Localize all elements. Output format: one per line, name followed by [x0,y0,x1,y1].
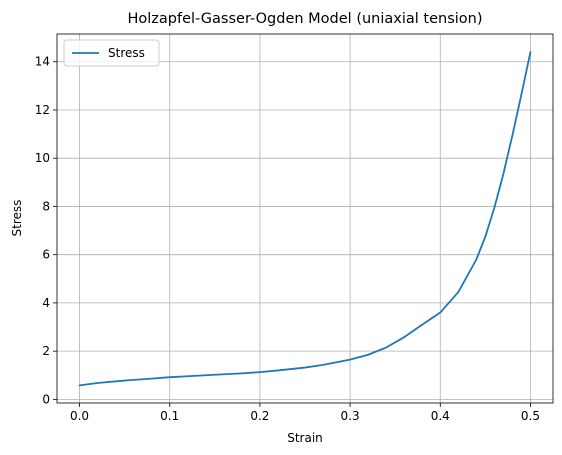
y-tick-label: 8 [42,199,50,213]
x-tick-label: 0.2 [250,409,269,423]
y-tick-label: 6 [42,248,50,262]
x-axis-label: Strain [287,431,323,445]
y-tick-label: 10 [35,151,50,165]
x-tick-label: 0.3 [341,409,360,423]
series-layer [78,51,532,387]
legend-box [63,39,160,67]
y-tick-label: 2 [42,344,50,358]
tick-marks: 0.0 0.1 0.2 0.3 0.4 0.5 0 2 4 6 8 10 12 14 [35,55,540,423]
chart-title: Holzapfel-Gasser-Ogden Model (uniaxial t… [127,11,482,27]
x-tick-label: 0.0 [70,409,89,423]
legend: Stress [63,39,160,67]
series-line-stress [78,51,532,387]
x-tick-label: 0.4 [431,409,450,423]
plot-frame [56,33,554,404]
y-tick-label: 14 [35,55,50,69]
grid-lines [57,34,553,403]
y-tick-label: 12 [35,103,50,117]
y-tick-label: 4 [42,296,50,310]
legend-label: Stress [108,46,145,60]
x-tick-label: 0.1 [160,409,179,423]
y-axis-label: Stress [10,200,24,237]
y-tick-label: 0 [42,392,50,406]
x-tick-label: 0.5 [521,409,540,423]
